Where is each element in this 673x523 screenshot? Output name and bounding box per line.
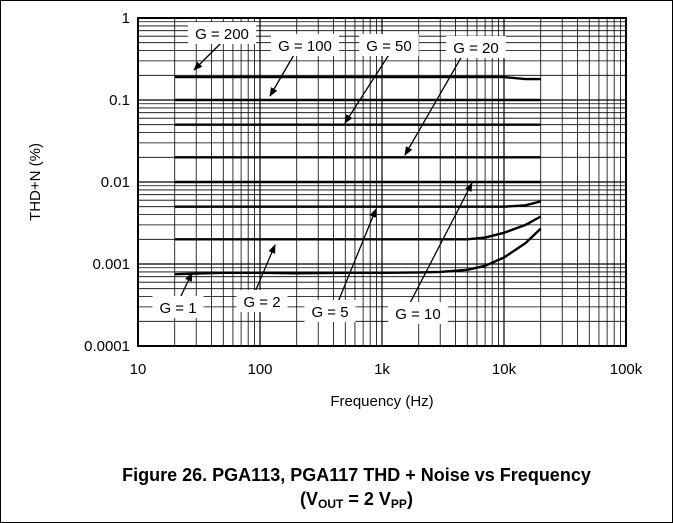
annotation-50: G = 50	[344, 34, 419, 124]
annotation-20: G = 20	[404, 36, 506, 156]
x-tick-label: 10k	[492, 361, 517, 378]
series-line-2	[174, 215, 542, 241]
annotation-label: G = 50	[366, 38, 411, 55]
tick-labels: 10 100 1k 10k 100k 1 0.1 0.01 0.001 0.0001	[84, 10, 643, 378]
annotation-100: G = 100	[269, 34, 340, 97]
annotation-label: G = 5	[311, 304, 348, 321]
series-line-1	[174, 227, 542, 276]
x-axis-label: Frequency (Hz)	[330, 393, 433, 410]
figure-caption-subtitle: (VOUT = 2 VPP)	[300, 489, 413, 511]
x-tick-label: 100	[247, 361, 272, 378]
x-tick-label: 1k	[374, 361, 390, 378]
series-line-5	[174, 200, 541, 208]
y-tick-label: 0.01	[101, 174, 130, 191]
annotation-label: G = 2	[243, 294, 280, 311]
series-line-200	[174, 75, 541, 81]
y-tick-label: 0.1	[109, 92, 130, 109]
y-tick-label: 0.0001	[84, 338, 130, 355]
annotation-1: G = 1	[152, 272, 204, 318]
annotation-200: G = 200	[187, 22, 257, 71]
annotation-label: G = 100	[278, 38, 332, 55]
annotation-label: G = 200	[195, 26, 249, 43]
series-lines	[174, 75, 542, 276]
x-tick-label: 10	[130, 361, 147, 378]
annotation-2: G = 2	[236, 244, 288, 312]
annotation-10: G = 10	[388, 182, 473, 324]
annotations: G = 200 G = 100 G = 50 G = 20 G = 1 G = 2 G = …	[152, 22, 506, 324]
figure-caption-title: Figure 26. PGA113, PGA117 THD + Noise vs…	[122, 465, 591, 485]
annotation-label: G = 20	[453, 40, 498, 57]
x-tick-label: 100k	[610, 361, 643, 378]
thd-noise-chart: G = 200 G = 100 G = 50 G = 20 G = 1 G = 2 G = …	[27, 10, 643, 410]
y-axis-label: THD+N (%)	[27, 143, 44, 221]
annotation-5: G = 5	[304, 208, 377, 322]
annotation-label: G = 10	[395, 306, 440, 323]
y-tick-label: 1	[122, 10, 130, 27]
annotation-label: G = 1	[159, 300, 196, 317]
y-tick-label: 0.001	[92, 256, 130, 273]
plot-border	[137, 17, 627, 347]
